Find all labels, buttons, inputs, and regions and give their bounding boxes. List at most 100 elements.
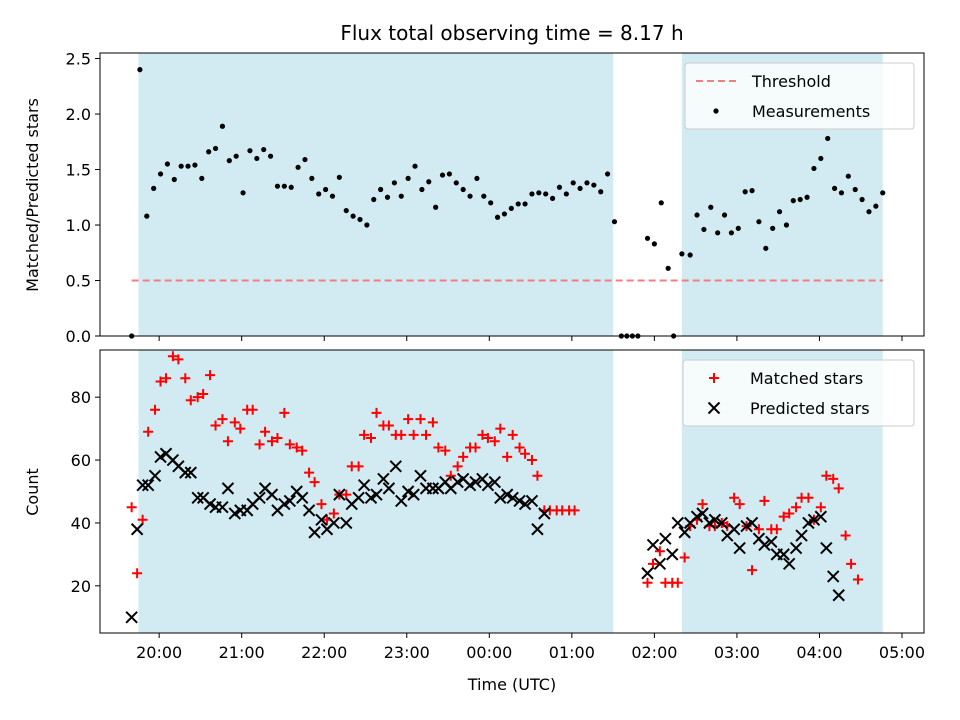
predicted-star-point [407, 488, 420, 501]
matched-star-point [371, 407, 382, 418]
measurement-point [776, 209, 783, 215]
measurement-point [247, 148, 253, 154]
measurement-point [783, 222, 790, 228]
matched-star-point [155, 376, 166, 387]
measurement-point [679, 251, 685, 257]
matched-star-point [328, 508, 339, 519]
x-tick-label: 22:00 [301, 643, 347, 662]
x-tick-label: 04:00 [796, 643, 842, 662]
matched-star-point [440, 445, 451, 456]
measurement-point [336, 174, 342, 180]
matched-star-point [526, 455, 537, 466]
y-tick-label: 1.0 [66, 216, 91, 235]
measurement-point [439, 172, 446, 178]
bottom-panel: 20:00 21:00 22:00 23:00 00:00 01:00 02:00 03:00… [23, 349, 925, 694]
measurement-point [770, 225, 776, 231]
count-points [125, 351, 863, 624]
predicted-star-point [426, 482, 440, 495]
matched-star-point [648, 558, 659, 569]
predicted-star-point [696, 507, 709, 520]
matched-star-point [803, 492, 814, 503]
measurement-point [735, 225, 741, 231]
predicted-star-point [481, 479, 495, 492]
measurement-point [371, 196, 377, 203]
matched-star-point [247, 404, 258, 415]
predicted-star-point [296, 491, 309, 504]
measurement-point [852, 186, 858, 193]
predicted-star-point [707, 401, 721, 415]
measurement-point [391, 180, 397, 186]
predicted-star-point [333, 488, 346, 501]
matched-star-point [383, 420, 394, 431]
measurement-point [329, 193, 336, 199]
matched-star-point [753, 524, 764, 535]
measurement-point [199, 175, 205, 182]
predicted-star-point [727, 523, 741, 536]
matched-star-point [359, 429, 370, 440]
legend-box [684, 62, 915, 130]
measurement-point [584, 180, 590, 186]
matched-star-point [734, 499, 745, 510]
measurement-point [756, 219, 762, 225]
matched-star-point [126, 502, 137, 513]
legend-threshold-label: Threshold [751, 72, 831, 91]
measurement-point [474, 175, 480, 182]
measurement-point [644, 235, 651, 241]
matched-star-point [489, 436, 500, 447]
matched-star-point [672, 577, 683, 588]
matched-star-point [297, 445, 308, 456]
predicted-star-point [789, 541, 803, 555]
measurement-point [433, 204, 439, 210]
x-tick-label: 23:00 [384, 643, 430, 662]
matched-star-point [180, 373, 191, 384]
predicted-star-point [136, 479, 149, 492]
measurement-point [137, 67, 143, 73]
measurement-point [350, 213, 356, 219]
measurement-point [563, 191, 569, 197]
predicted-star-point [414, 469, 427, 482]
y-tick-label: 20 [71, 577, 91, 596]
measurement-point [323, 186, 329, 193]
matched-star-point [396, 429, 407, 440]
measurement-point [467, 193, 473, 199]
measurement-point [508, 205, 514, 211]
measurement-point [157, 171, 164, 177]
predicted-star-point [745, 516, 759, 530]
predicted-star-point [191, 491, 204, 504]
measurement-point [715, 230, 721, 236]
measurement-point [384, 194, 391, 200]
predicted-star-point [130, 523, 144, 536]
measurement-point [364, 222, 370, 228]
predicted-star-point [315, 513, 328, 527]
measurement-point [453, 180, 459, 186]
predicted-star-point [659, 532, 672, 545]
measurement-point [701, 226, 707, 233]
predicted-star-point [265, 488, 279, 501]
matched-star-point [828, 473, 839, 484]
matched-star-point [458, 451, 469, 462]
measurement-point [708, 204, 714, 210]
matched-star-point [771, 524, 782, 535]
predicted-star-point [389, 460, 402, 473]
x-axis-label: Time (UTC) [467, 675, 556, 694]
matched-star-point [495, 423, 506, 434]
predicted-star-point [733, 541, 746, 555]
predicted-star-point [221, 482, 235, 495]
matched-star-point [452, 461, 463, 472]
measurement-point [309, 175, 315, 182]
measurement-point [488, 200, 494, 206]
y-tick-label: 40 [71, 514, 91, 533]
measurement-point [605, 171, 611, 177]
matched-star-point [427, 417, 438, 428]
y-tick-label: 60 [71, 451, 91, 470]
measurement-point [178, 163, 184, 169]
measurement-point [412, 163, 418, 169]
predicted-star-point [765, 535, 778, 549]
predicted-star-point [518, 497, 532, 511]
measurement-point [818, 155, 824, 162]
matched-star-point [747, 565, 758, 576]
predicted-star-point [141, 479, 155, 492]
matched-star-point [150, 404, 161, 415]
matched-star-point [272, 433, 283, 444]
